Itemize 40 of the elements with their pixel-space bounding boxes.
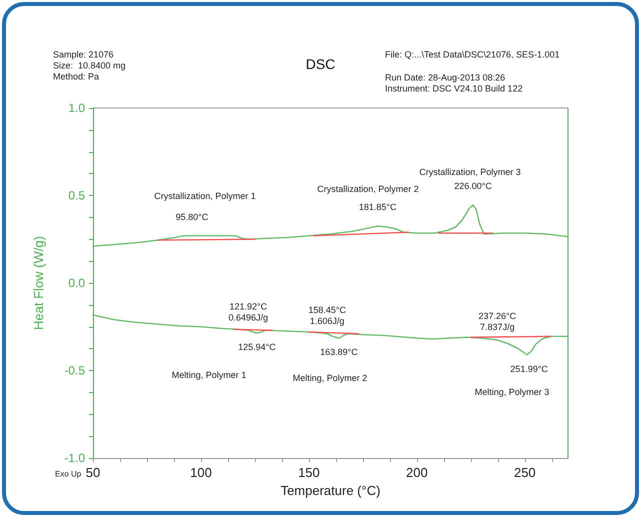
line-series [92, 314, 569, 356]
chart-title: DSC [306, 56, 336, 72]
y-tick-label: 1.0 [68, 101, 86, 115]
annotation: 181.85°C [358, 202, 397, 212]
annotation: 163.89°C [320, 347, 358, 358]
annotation: 0.6496J/g [228, 312, 268, 322]
annotation: 158.45°C [308, 304, 346, 315]
y-axis-title: Heat Flow (W/g) [31, 236, 46, 330]
annotation: Melting, Polymer 2 [292, 373, 368, 383]
annotation: 237.26°C [478, 310, 517, 321]
annotation: 7.837J/g [480, 322, 515, 332]
y-tick-label: -1.0 [64, 451, 86, 465]
annotation: Melting, Polymer 3 [474, 387, 550, 397]
annotation: 125.94°C [238, 342, 276, 352]
y-tick-label: 0.0 [68, 276, 86, 290]
annotation: 251.99°C [510, 364, 548, 374]
annotation: Crystallization, Polymer 2 [317, 184, 419, 194]
text: Size: 10.8400 mg [53, 60, 126, 70]
text: Sample: 21076 [53, 50, 114, 60]
annotation: 95.80°C [176, 212, 209, 222]
x-axis-title: Temperature (°C) [280, 482, 380, 498]
annotation: Crystallization, Polymer 1 [154, 191, 256, 201]
x-tick-label: 50 [86, 465, 100, 480]
annotation: 121.92°C [229, 301, 268, 312]
annotation: 1.606J/g [310, 316, 344, 326]
annotation: Melting, Polymer 1 [172, 370, 246, 380]
x-tick-label: 250 [514, 465, 536, 480]
x-tick-label: 200 [406, 465, 428, 480]
y-tick-label: -0.5 [64, 364, 86, 378]
text: Run Date: 28-Aug-2013 08:26 [385, 72, 506, 82]
x-tick-label: 100 [190, 465, 212, 480]
text: File: Q:...\Test Data\DSC\21076, SES-1.001 [385, 50, 560, 60]
line-series [92, 204, 569, 247]
x-tick-label: 150 [298, 465, 320, 480]
annotation: Crystallization, Polymer 3 [419, 167, 521, 177]
text: Exo Up [55, 470, 82, 478]
text: Method: Pa [53, 72, 100, 82]
text: Instrument: DSC V24.10 Build 122 [385, 84, 523, 94]
annotation: 226.00°C [454, 181, 492, 192]
y-tick-label: 0.5 [68, 188, 86, 202]
